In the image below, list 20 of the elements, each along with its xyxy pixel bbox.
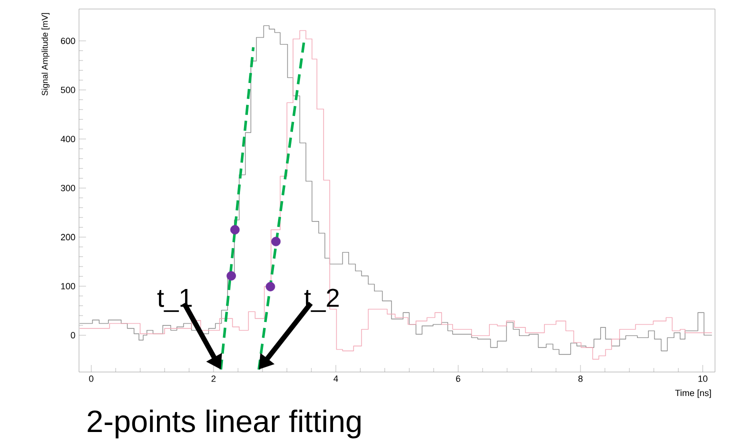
x-tick-label: 2 — [212, 376, 216, 382]
y-tick-label: 400 — [60, 136, 76, 142]
y-axis-title: Signal Amplitude [mV] — [42, 13, 50, 96]
x-tick-label: 0 — [89, 376, 94, 382]
x-tick-label: 10 — [698, 376, 708, 382]
x-axis-title: Time [ns] — [675, 390, 711, 398]
y-tick-label: 600 — [60, 38, 76, 44]
text: 2-points linear fitting — [88, 410, 361, 438]
point — [230, 225, 240, 234]
y-tick-label: 500 — [60, 86, 76, 94]
x-tick-label: 6 — [456, 376, 460, 382]
point — [271, 236, 281, 246]
point — [226, 271, 236, 281]
point — [266, 282, 276, 292]
x-tick-label: 4 — [334, 376, 338, 382]
y-tick-label: 100 — [61, 282, 76, 290]
y-tick-label: 200 — [60, 234, 76, 240]
x-tick-label: 8 — [578, 376, 583, 382]
y-tick-label: 0 — [70, 332, 76, 338]
y-tick-label: 300 — [60, 184, 76, 192]
